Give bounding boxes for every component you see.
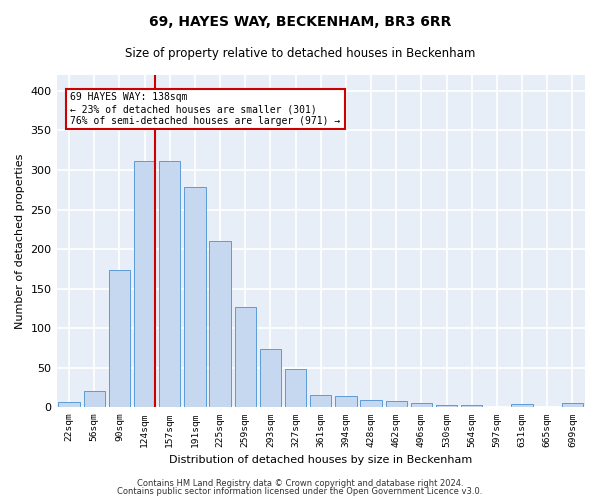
Text: 69 HAYES WAY: 138sqm
← 23% of detached houses are smaller (301)
76% of semi-deta: 69 HAYES WAY: 138sqm ← 23% of detached h… bbox=[70, 92, 341, 126]
Bar bbox=[235, 307, 256, 408]
Bar bbox=[461, 405, 482, 407]
Bar bbox=[184, 188, 206, 408]
Bar bbox=[386, 401, 407, 407]
X-axis label: Distribution of detached houses by size in Beckenham: Distribution of detached houses by size … bbox=[169, 455, 472, 465]
Text: Contains HM Land Registry data © Crown copyright and database right 2024.: Contains HM Land Registry data © Crown c… bbox=[137, 478, 463, 488]
Bar bbox=[361, 400, 382, 407]
Bar bbox=[58, 402, 80, 407]
Bar bbox=[83, 390, 105, 407]
Bar bbox=[209, 241, 231, 408]
Bar bbox=[134, 161, 155, 408]
Y-axis label: Number of detached properties: Number of detached properties bbox=[15, 154, 25, 329]
Bar bbox=[436, 405, 457, 407]
Bar bbox=[310, 396, 331, 407]
Bar bbox=[159, 161, 181, 408]
Bar bbox=[511, 404, 533, 407]
Bar bbox=[411, 404, 432, 407]
Bar bbox=[109, 270, 130, 407]
Text: Contains public sector information licensed under the Open Government Licence v3: Contains public sector information licen… bbox=[118, 487, 482, 496]
Bar bbox=[285, 368, 307, 408]
Bar bbox=[260, 349, 281, 408]
Text: 69, HAYES WAY, BECKENHAM, BR3 6RR: 69, HAYES WAY, BECKENHAM, BR3 6RR bbox=[149, 15, 451, 29]
Bar bbox=[562, 404, 583, 407]
Text: Size of property relative to detached houses in Beckenham: Size of property relative to detached ho… bbox=[125, 48, 475, 60]
Bar bbox=[335, 396, 356, 407]
